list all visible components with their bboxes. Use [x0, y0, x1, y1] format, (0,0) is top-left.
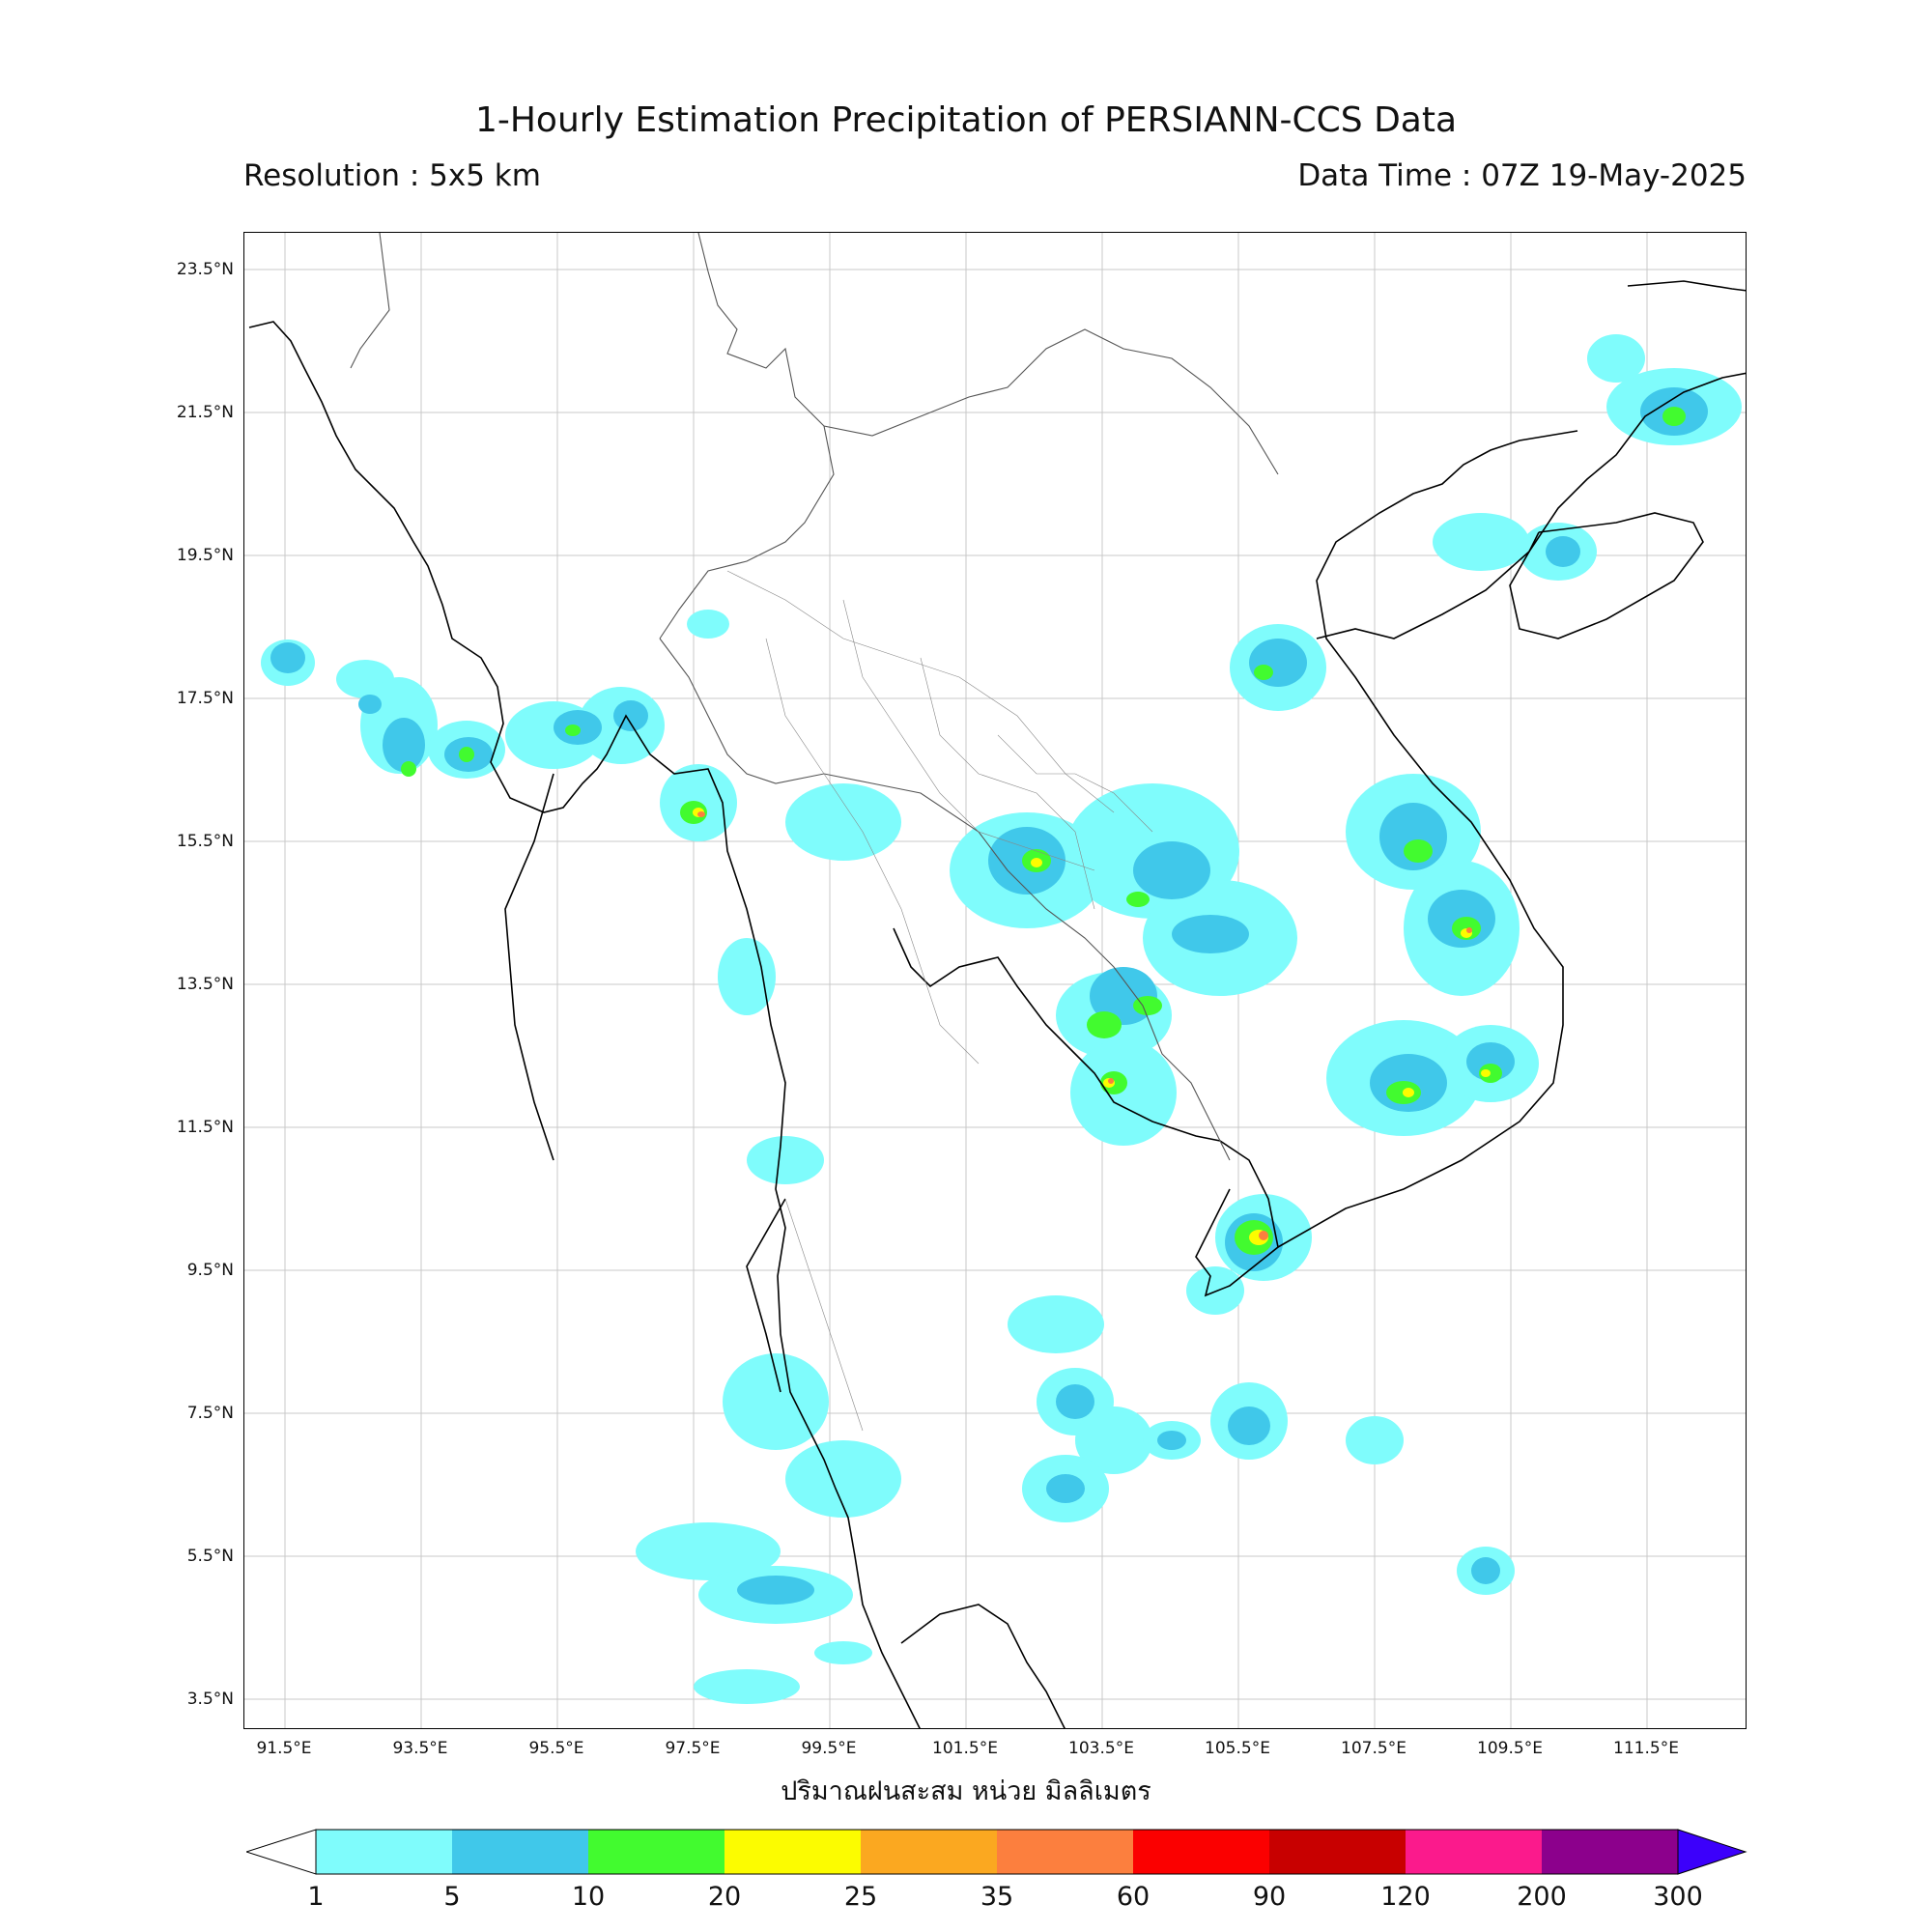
lat-tick-label: 3.5°N — [186, 1690, 234, 1709]
colorbar-tick-label: 10 — [571, 1882, 606, 1912]
colorbar-segment — [452, 1830, 588, 1874]
colorbar-tick-label: 200 — [1517, 1882, 1567, 1912]
colorbar-segment — [1542, 1830, 1678, 1874]
colorbar-segment — [1406, 1830, 1542, 1874]
coastlines — [248, 280, 1746, 1728]
colorbar-tick-label: 120 — [1380, 1882, 1431, 1912]
colorbar-segments — [316, 1829, 1747, 1875]
graticule — [244, 233, 1746, 1728]
map-title: 1-Hourly Estimation Precipitation of PER… — [474, 100, 1458, 140]
colorbar-segment — [861, 1830, 997, 1874]
lat-tick-label: 13.5°N — [176, 975, 234, 994]
lon-tick-label: 111.5°E — [1613, 1739, 1679, 1758]
data-time-label: Data Time : 07Z 19-May-2025 — [1297, 158, 1747, 193]
colorbar-max-arrow — [1677, 1829, 1747, 1875]
precipitation-layer — [261, 334, 1742, 1704]
colorbar-tick-label: 20 — [707, 1882, 742, 1912]
lon-tick-label: 109.5°E — [1477, 1739, 1543, 1758]
colorbar-unit-label: ปริมาณฝนสะสม หน่วย มิลลิเมตร — [781, 1776, 1151, 1806]
colorbar-segment — [1133, 1830, 1269, 1874]
lat-tick-label: 7.5°N — [186, 1404, 234, 1423]
colorbar-segment — [316, 1830, 452, 1874]
colorbar-segment — [724, 1830, 861, 1874]
lon-tick-label: 103.5°E — [1068, 1739, 1134, 1758]
lon-tick-label: 91.5°E — [256, 1739, 312, 1758]
colorbar-segment — [588, 1830, 724, 1874]
colorbar — [246, 1829, 1747, 1875]
lon-tick-label: 93.5°E — [392, 1739, 448, 1758]
colorbar-segment — [997, 1830, 1133, 1874]
colorbar-tick-label: 35 — [980, 1882, 1014, 1912]
resolution-label: Resolution : 5x5 km — [243, 158, 541, 193]
colorbar-outline — [315, 1829, 1679, 1875]
map-panel — [243, 232, 1747, 1729]
lon-tick-label: 107.5°E — [1341, 1739, 1406, 1758]
colorbar-tick-label: 1 — [307, 1882, 325, 1912]
lon-tick-label: 105.5°E — [1205, 1739, 1270, 1758]
lat-tick-label: 19.5°N — [176, 546, 234, 565]
lat-tick-label: 17.5°N — [176, 689, 234, 708]
lon-tick-label: 101.5°E — [932, 1739, 998, 1758]
colorbar-tick-label: 90 — [1252, 1882, 1287, 1912]
map-canvas — [244, 233, 1746, 1728]
colorbar-tick-label: 60 — [1116, 1882, 1151, 1912]
colorbar-tick-label: 5 — [443, 1882, 461, 1912]
lon-tick-label: 99.5°E — [801, 1739, 857, 1758]
colorbar-tick-label: 300 — [1653, 1882, 1703, 1912]
colorbar-segment — [1269, 1830, 1406, 1874]
lon-tick-label: 95.5°E — [528, 1739, 584, 1758]
lat-tick-label: 23.5°N — [176, 260, 234, 279]
colorbar-tick-label: 25 — [843, 1882, 878, 1912]
lat-tick-label: 9.5°N — [186, 1261, 234, 1280]
colorbar-min-arrow — [246, 1829, 317, 1875]
lat-tick-label: 5.5°N — [186, 1547, 234, 1566]
lat-tick-label: 15.5°N — [176, 832, 234, 851]
lon-tick-label: 97.5°E — [665, 1739, 721, 1758]
lat-tick-label: 21.5°N — [176, 403, 234, 422]
lat-tick-label: 11.5°N — [176, 1118, 234, 1137]
province-lines — [726, 570, 1153, 1432]
